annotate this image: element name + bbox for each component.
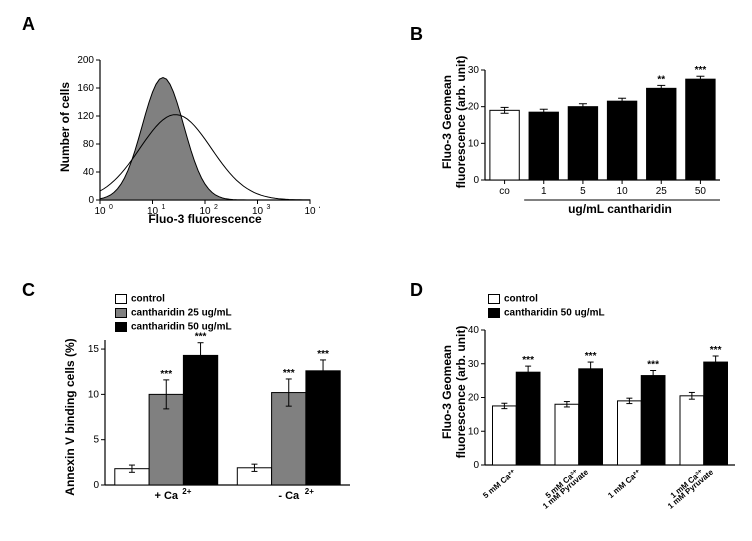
panel-b-chart: 0102030 ***** co15102550 Fluo-3 Geomean … <box>440 60 730 225</box>
svg-text:***: *** <box>195 332 207 343</box>
svg-text:0: 0 <box>93 480 99 491</box>
svg-text:***: *** <box>710 345 722 356</box>
svg-text:***: *** <box>695 65 707 76</box>
panel-b-svg: 0102030 ***** co15102550 <box>440 60 730 225</box>
svg-text:1: 1 <box>541 186 547 197</box>
svg-text:5: 5 <box>580 186 586 197</box>
panel-d-svg: 010203040 ************ 5 mM Ca²⁺5 mM Ca²… <box>440 310 740 530</box>
panel-a-ylabel: Number of cells <box>58 67 72 187</box>
svg-text:***: *** <box>283 368 295 379</box>
svg-text:10: 10 <box>617 186 629 197</box>
svg-text:160: 160 <box>77 83 94 94</box>
panel-c-chart: control cantharidin 25 ug/mL cantharidin… <box>60 290 360 520</box>
panel-a-svg: 04080120160200 100101102103104 <box>60 50 320 230</box>
svg-text:2+: 2+ <box>182 487 191 496</box>
panel-a-chart: 04080120160200 100101102103104 Number of… <box>60 50 320 230</box>
svg-text:120: 120 <box>77 111 94 122</box>
svg-text:40: 40 <box>468 325 480 336</box>
svg-text:1 mM Ca²⁺: 1 mM Ca²⁺ <box>606 468 642 500</box>
svg-text:co: co <box>499 186 510 197</box>
legend-label: control <box>131 293 165 304</box>
svg-text:0: 0 <box>473 460 479 471</box>
panel-d-label: D <box>410 280 423 301</box>
svg-text:0: 0 <box>109 204 113 211</box>
svg-text:2: 2 <box>214 204 218 211</box>
svg-text:30: 30 <box>468 359 480 370</box>
svg-text:50: 50 <box>695 186 707 197</box>
svg-text:***: *** <box>160 369 172 380</box>
panel-d-chart: control cantharidin 50 ug/mL 010203040 *… <box>440 290 740 530</box>
svg-text:***: *** <box>317 349 329 360</box>
svg-text:1: 1 <box>162 204 166 211</box>
svg-text:20: 20 <box>468 393 480 404</box>
panel-c-label: C <box>22 280 35 301</box>
svg-text:30: 30 <box>468 65 480 76</box>
legend-swatch <box>115 294 127 304</box>
panel-a-label: A <box>22 14 35 35</box>
svg-text:**: ** <box>657 74 665 85</box>
panel-b-xlabel: ug/mL cantharidin <box>540 202 700 216</box>
panel-c-svg: 0 5 10 15 *** *** *** *** + Ca 2+ - Ca 2+ <box>60 320 360 520</box>
svg-text:- Ca: - Ca <box>278 490 300 502</box>
svg-text:3: 3 <box>267 204 271 211</box>
svg-text:5 mM Ca²⁺: 5 mM Ca²⁺ <box>481 468 517 500</box>
svg-text:0: 0 <box>88 195 94 206</box>
svg-text:+ Ca: + Ca <box>154 490 178 502</box>
svg-text:40: 40 <box>83 167 95 178</box>
panel-c-ylabel: Annexin V binding cells (%) <box>63 327 77 507</box>
svg-text:***: *** <box>585 351 597 362</box>
panel-d-ylabel1: Fluo-3 Geomean <box>440 307 454 477</box>
svg-text:10: 10 <box>468 426 480 437</box>
svg-text:2+: 2+ <box>305 487 314 496</box>
panel-a-xlabel: Fluo-3 fluorescence <box>100 212 310 226</box>
panel-b-label: B <box>410 24 423 45</box>
legend-label: control <box>504 293 538 304</box>
panel-b-ylabel1: Fluo-3 Geomean <box>440 37 454 207</box>
panel-b-ylabel2: fluorescence (arb. unit) <box>454 37 468 207</box>
svg-text:***: *** <box>647 360 659 371</box>
svg-text:***: *** <box>522 355 534 366</box>
legend-swatch <box>488 294 500 304</box>
svg-text:0: 0 <box>473 175 479 186</box>
svg-text:200: 200 <box>77 55 94 66</box>
svg-text:4: 4 <box>319 204 320 211</box>
legend-swatch <box>115 308 127 318</box>
panel-d-ylabel2: fluorescence (arb. unit) <box>454 307 468 477</box>
svg-text:10: 10 <box>88 389 100 400</box>
svg-text:80: 80 <box>83 139 95 150</box>
svg-text:20: 20 <box>468 102 480 113</box>
svg-text:10: 10 <box>468 138 480 149</box>
svg-text:25: 25 <box>656 186 668 197</box>
svg-text:5: 5 <box>93 435 99 446</box>
svg-text:15: 15 <box>88 344 100 355</box>
legend-label: cantharidin 25 ug/mL <box>131 307 232 318</box>
